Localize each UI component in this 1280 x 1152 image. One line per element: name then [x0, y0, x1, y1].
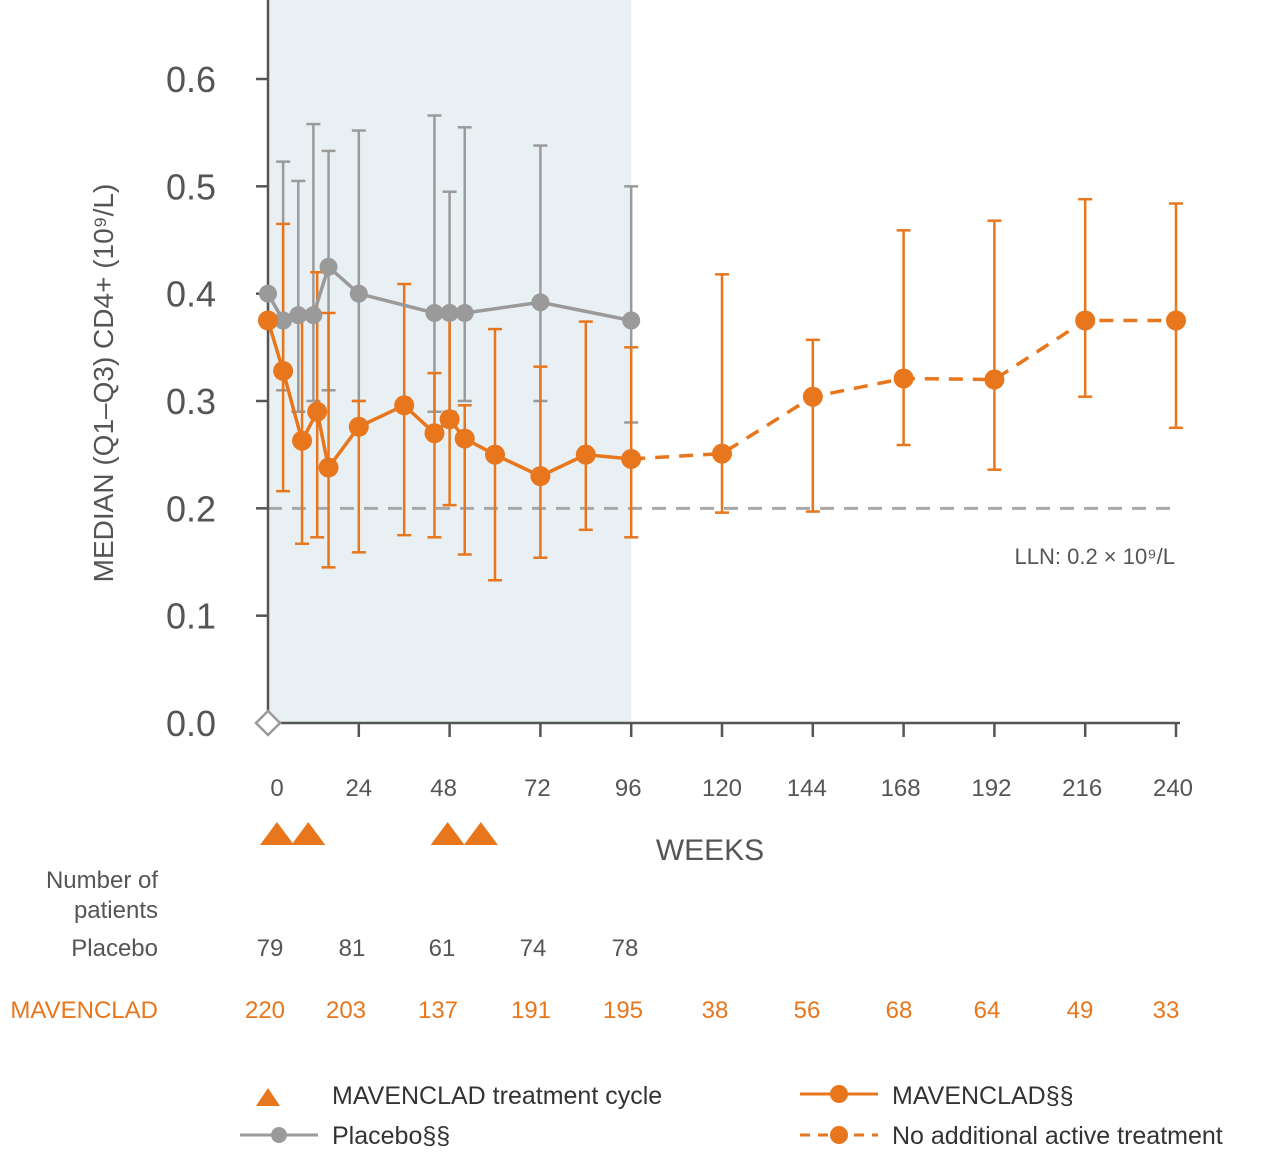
data-point: [802, 386, 823, 407]
data-point: [622, 311, 641, 330]
treatment-cycles: [260, 822, 498, 845]
patients-header-1: Number of: [46, 867, 158, 894]
y-tick-label: 0.3: [166, 381, 216, 422]
x-tick-label: 0: [270, 775, 283, 802]
placebo-count: 61: [429, 935, 456, 962]
treatment-cycle-triangle: [260, 822, 294, 845]
legend-triangle-icon: [256, 1088, 280, 1106]
legend-mavenclad: MAVENCLAD§§: [892, 1082, 1074, 1110]
x-tick-label: 48: [430, 775, 457, 802]
series-layer: [258, 114, 1186, 582]
data-point: [893, 368, 914, 389]
treatment-cycle-triangle: [430, 822, 465, 845]
lln-label: LLN: 0.2 × 10⁹/L: [1015, 544, 1175, 569]
data-point: [712, 443, 732, 464]
treatment-cycle-triangle: [291, 822, 326, 845]
y-tick-label: 0.6: [166, 59, 216, 100]
legend-mavenclad-marker: [830, 1085, 848, 1103]
data-point: [292, 430, 313, 451]
data-point: [258, 310, 278, 331]
mavenclad-count: 38: [702, 997, 729, 1024]
mavenclad-count: 220: [245, 997, 285, 1024]
mavenclad-count: 56: [794, 997, 821, 1024]
data-point: [531, 293, 550, 312]
x-tick-label: 144: [787, 775, 827, 802]
legend-treatment-cycle: MAVENCLAD treatment cycle: [332, 1082, 662, 1110]
data-point: [307, 401, 328, 422]
x-tick-label: 72: [524, 775, 551, 802]
data-point: [319, 257, 338, 276]
x-axis-label: WEEKS: [656, 834, 764, 867]
axes: 0.0 0.1 0.2 0.3 0.4 0.5 0.6 0 24 48 72 96 120 144 168 1…: [166, 0, 1193, 802]
origin-diamond-marker: [254, 709, 282, 737]
patients-table: Number of patients Placebo MAVENCLAD 79 8…: [10, 867, 1179, 1024]
x-tick-label: 192: [971, 775, 1011, 802]
patients-header-2: patients: [74, 897, 158, 924]
data-point: [530, 466, 551, 487]
data-point: [454, 428, 475, 449]
data-point: [304, 306, 323, 325]
data-point: [259, 284, 277, 303]
mavenclad-count: 203: [326, 997, 366, 1024]
x-tick-label: 168: [881, 775, 921, 802]
data-point: [1075, 310, 1096, 331]
data-point: [318, 457, 339, 478]
mavenclad-count: 64: [974, 997, 1001, 1024]
legend-no-treatment-marker: [830, 1126, 848, 1144]
series-errorbars: [715, 197, 1183, 514]
y-tick-label: 0.5: [166, 166, 216, 207]
data-point: [424, 423, 445, 444]
legend-placebo-marker: [271, 1127, 287, 1143]
mavenclad-count: 137: [418, 997, 458, 1024]
mavenclad-row-label: MAVENCLAD: [10, 997, 158, 1024]
mavenclad-count: 191: [511, 997, 551, 1024]
placebo-count: 81: [339, 935, 366, 962]
y-axis-label: MEDIAN (Q1–Q3) CD4+ (10⁹/L): [88, 184, 119, 583]
mavenclad-count: 195: [603, 997, 643, 1024]
mavenclad-count: 33: [1153, 997, 1180, 1024]
data-point: [455, 303, 474, 322]
legend: MAVENCLAD treatment cycle Placebo§§ MAVE…: [240, 1082, 1223, 1150]
series-errorbars: [276, 114, 639, 424]
mavenclad-count: 49: [1067, 997, 1094, 1024]
data-point: [984, 369, 1005, 390]
x-tick-label: 24: [345, 775, 372, 802]
data-point: [575, 444, 596, 465]
x-tick-label: 96: [615, 775, 642, 802]
placebo-row-label: Placebo: [71, 935, 158, 962]
data-point: [349, 284, 368, 303]
data-point: [439, 409, 460, 430]
placebo-count: 78: [612, 935, 639, 962]
y-tick-label: 0.0: [166, 703, 216, 744]
y-tick-label: 0.2: [166, 488, 216, 529]
placebo-count: 74: [520, 935, 547, 962]
x-tick-label: 216: [1062, 775, 1102, 802]
data-point: [289, 306, 308, 325]
data-point: [274, 311, 293, 330]
treatment-cycle-triangle: [463, 822, 498, 845]
x-tick-label: 240: [1153, 775, 1193, 802]
data-point: [440, 303, 459, 322]
mavenclad-count: 68: [886, 997, 913, 1024]
data-point: [1166, 310, 1186, 331]
data-point: [425, 303, 444, 322]
data-point: [485, 444, 505, 465]
data-point: [273, 360, 294, 381]
legend-placebo: Placebo§§: [332, 1122, 450, 1150]
series-line-group: [259, 257, 641, 330]
y-tick-label: 0.4: [166, 274, 216, 315]
data-point: [348, 416, 369, 437]
series-line-group: [258, 310, 642, 487]
data-point: [394, 395, 415, 416]
placebo-count: 79: [257, 935, 284, 962]
legend-no-treatment: No additional active treatment: [892, 1122, 1223, 1150]
series-line-group: [631, 310, 1186, 464]
x-tick-label: 120: [702, 775, 742, 802]
y-tick-label: 0.1: [166, 596, 216, 637]
